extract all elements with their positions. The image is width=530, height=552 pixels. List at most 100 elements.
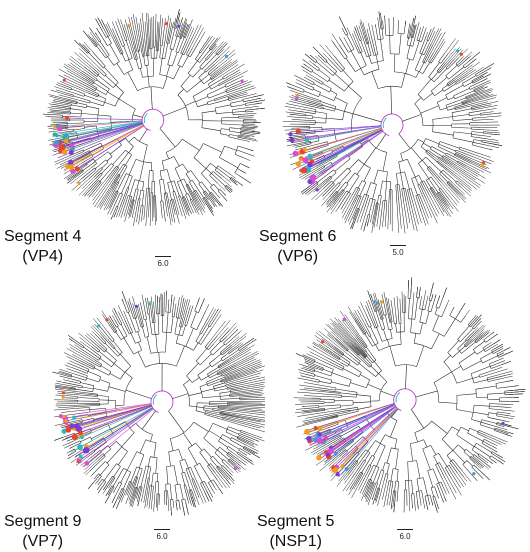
tree-branch xyxy=(223,197,227,201)
tree-branch xyxy=(480,112,492,114)
tree-branch xyxy=(331,40,332,42)
tree-branch xyxy=(415,433,418,442)
tree-branch xyxy=(54,437,63,440)
tree-branch xyxy=(214,200,216,202)
tree-branch xyxy=(162,213,163,218)
tree-branch xyxy=(222,124,243,125)
tree-arc xyxy=(191,327,197,330)
tree-branch xyxy=(121,20,123,27)
tree-branch xyxy=(175,485,177,500)
tree-branch xyxy=(379,373,387,381)
tree-branch xyxy=(231,105,245,107)
tree-branch xyxy=(355,27,357,32)
tree-branch xyxy=(109,387,126,392)
tree-branch xyxy=(485,105,492,106)
tree-arc xyxy=(349,380,351,386)
tree-branch xyxy=(306,75,316,81)
tip-marker xyxy=(293,151,299,157)
tree-arc xyxy=(328,78,330,81)
tree-branch xyxy=(215,487,217,490)
tree-arc xyxy=(401,139,418,153)
tip-marker xyxy=(332,469,335,472)
tip-marker xyxy=(380,300,383,303)
tree-branch xyxy=(422,299,424,310)
tree-arc xyxy=(348,363,351,367)
tree-branch xyxy=(219,157,238,167)
segment-9-label: Segment 9 (VP7) xyxy=(4,512,81,552)
tree-branch xyxy=(244,404,266,405)
tip-marker xyxy=(328,449,334,455)
tree-branch xyxy=(138,304,141,315)
tree-branch xyxy=(351,221,354,229)
tree-branch xyxy=(156,334,158,352)
tree-branch xyxy=(204,406,218,407)
tree-branch xyxy=(98,483,105,493)
tree-branch xyxy=(53,154,58,156)
tree-arc xyxy=(446,105,448,110)
tree-branch xyxy=(489,146,499,148)
tree-branch xyxy=(390,481,391,488)
tree-branch xyxy=(385,315,388,330)
tree-branch xyxy=(325,386,336,388)
tree-branch xyxy=(245,158,250,160)
tree-branch xyxy=(234,411,265,415)
tree-branch xyxy=(170,439,173,451)
tree-branch xyxy=(186,174,191,182)
tree-branch xyxy=(407,38,408,45)
tree-branch xyxy=(428,471,433,488)
tree-branch xyxy=(460,195,465,200)
tip-marker xyxy=(307,162,312,167)
tree-branch xyxy=(412,201,418,224)
tip-marker xyxy=(345,467,349,471)
tree-branch xyxy=(399,185,401,201)
tree-branch xyxy=(483,466,484,467)
tree-branch xyxy=(432,294,433,298)
tip-marker xyxy=(303,148,307,152)
tree-arc xyxy=(200,387,203,398)
tree-branch xyxy=(486,136,491,137)
tree-branch xyxy=(157,473,158,481)
tree-branch xyxy=(71,109,82,111)
tree-branch xyxy=(333,351,350,363)
tree-branch xyxy=(474,140,482,141)
tree-branch xyxy=(347,35,354,50)
tree-branch xyxy=(506,374,513,376)
tree-branch xyxy=(295,412,304,413)
tree-branch xyxy=(506,433,508,434)
tree-branch xyxy=(359,306,365,318)
tree-branch xyxy=(444,319,455,337)
tree-branch xyxy=(193,25,199,37)
tree-arc xyxy=(90,437,92,441)
tree-branch xyxy=(358,442,368,453)
tree-branch xyxy=(346,58,355,71)
tree-branch xyxy=(457,435,475,447)
tree-branch xyxy=(319,405,340,407)
tree-branch xyxy=(319,388,336,390)
tree-branch xyxy=(484,439,495,445)
tree-branch xyxy=(225,375,232,378)
tree-branch xyxy=(133,14,138,39)
tree-branch xyxy=(426,32,427,35)
tree-branch xyxy=(69,59,87,72)
tree-branch xyxy=(323,369,332,372)
tree-branch xyxy=(240,365,262,373)
tree-arc xyxy=(415,70,423,74)
tree-branch xyxy=(91,476,92,477)
tree-branch xyxy=(406,59,410,73)
tree-arc xyxy=(418,157,425,163)
tree-branch xyxy=(209,431,221,438)
tree-branch xyxy=(406,365,407,389)
tree-branch xyxy=(421,183,425,191)
tree-arc xyxy=(195,311,199,313)
tree-branch xyxy=(176,304,178,318)
tree-branch xyxy=(64,104,71,105)
tree-branch xyxy=(255,103,262,104)
tree-arc xyxy=(200,67,202,69)
tree-branch xyxy=(149,314,152,335)
tree-arc xyxy=(358,362,361,366)
tree-branch xyxy=(157,51,158,59)
tree-branch xyxy=(73,96,90,101)
tree-arc xyxy=(168,65,173,66)
tree-branch xyxy=(488,375,506,379)
tree-branch xyxy=(250,150,253,151)
